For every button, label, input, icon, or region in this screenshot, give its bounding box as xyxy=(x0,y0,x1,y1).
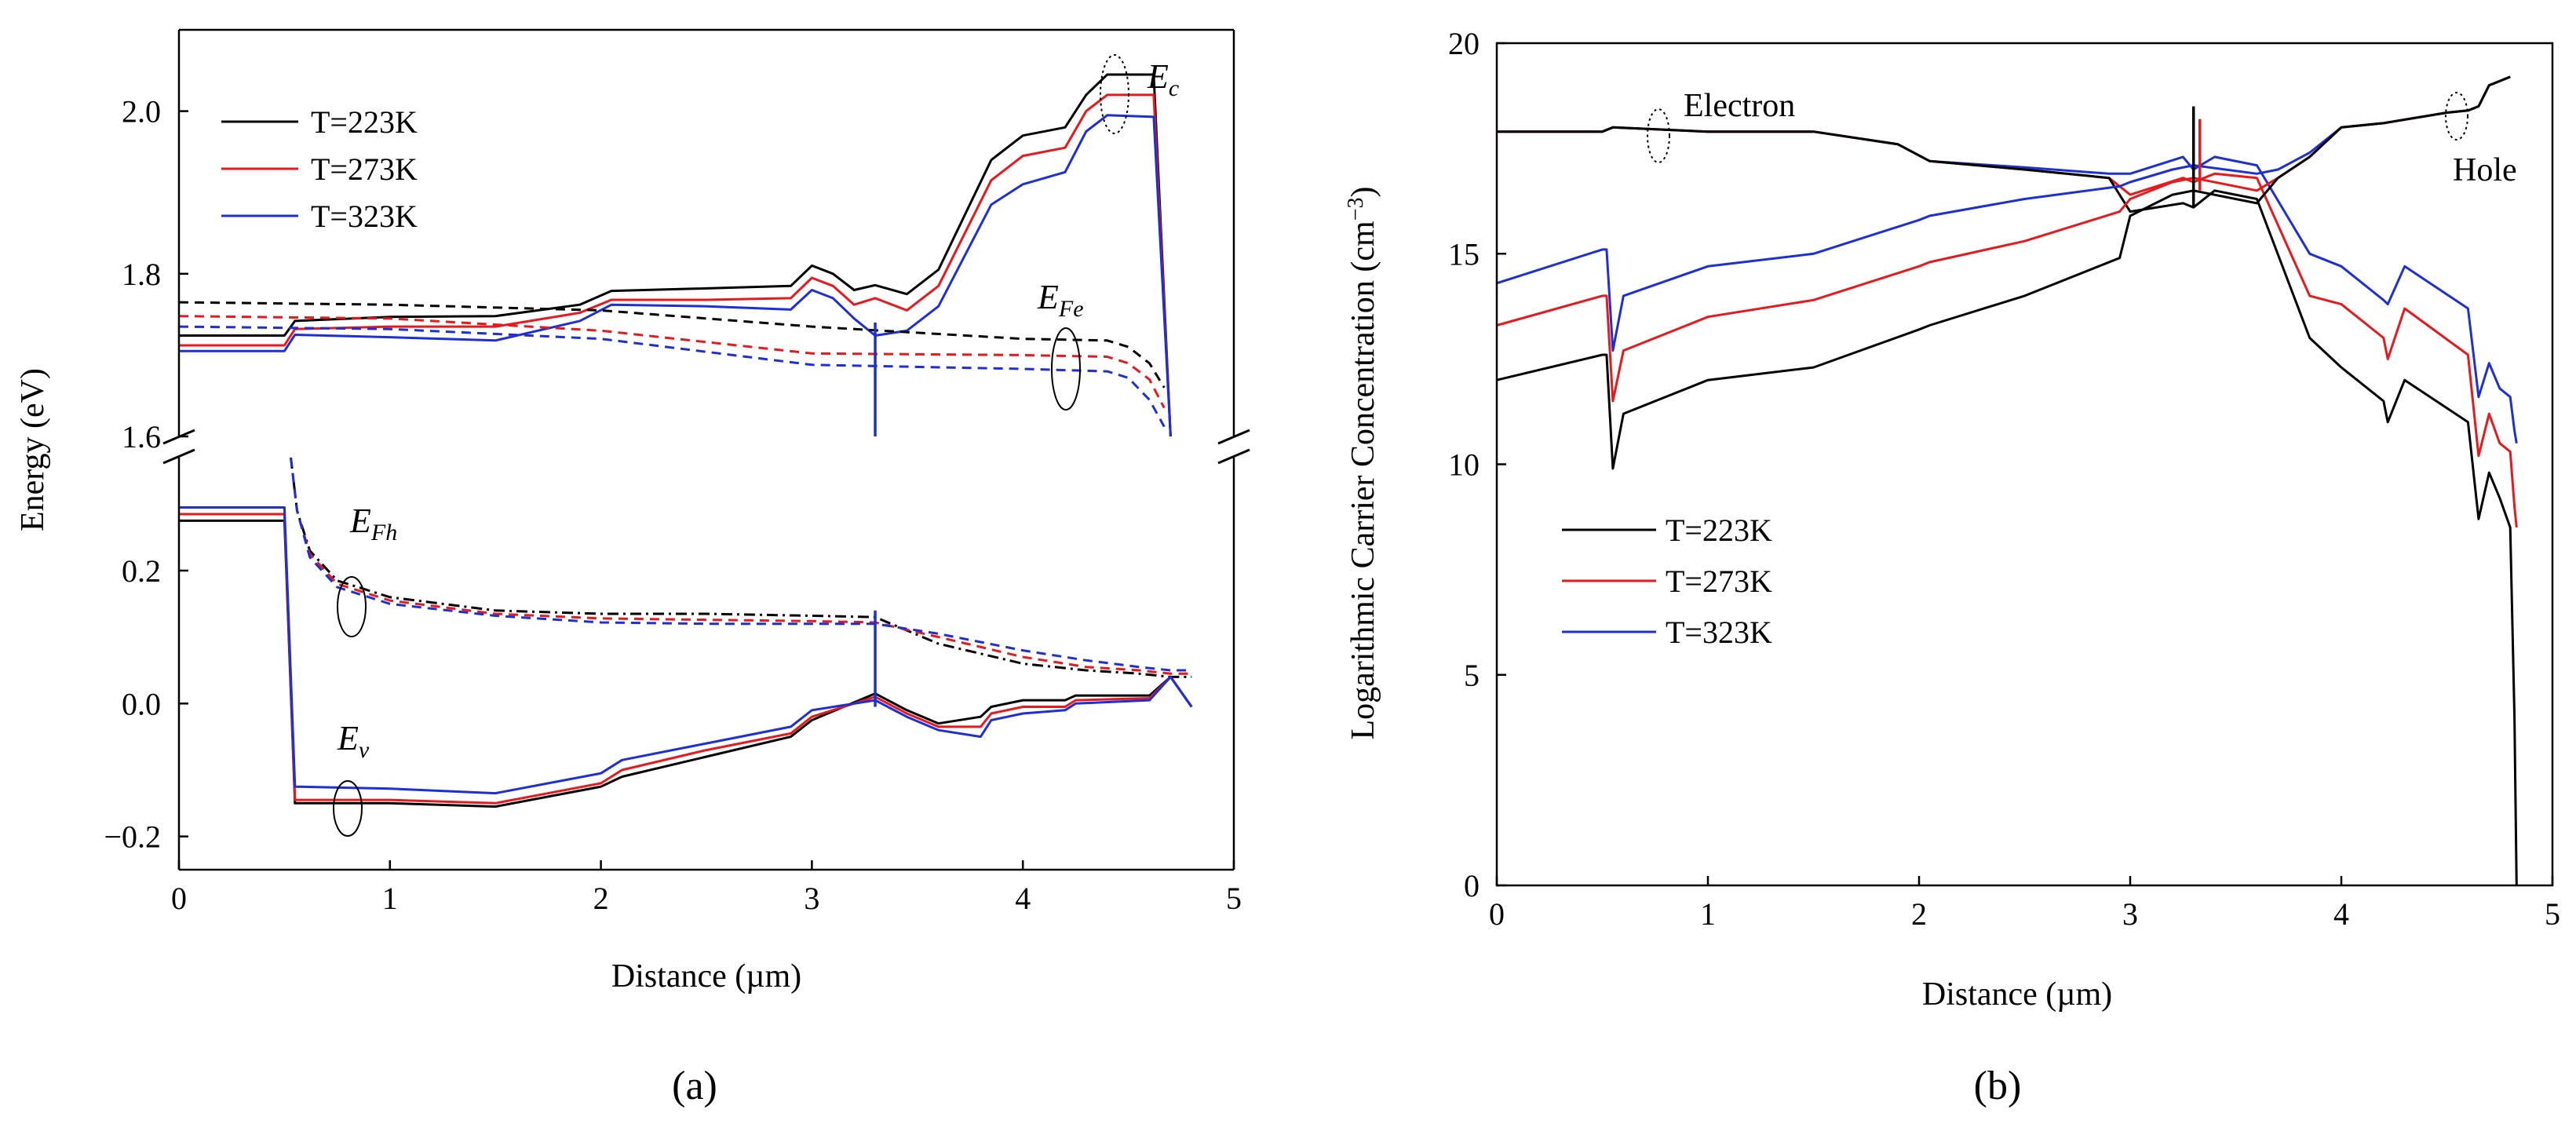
a-ec-label: Ec xyxy=(1147,57,1179,101)
a-series-ec-t-323k xyxy=(179,114,1172,437)
b-series-electron-t-273k xyxy=(1497,126,2518,528)
a-series-ec-t-273k xyxy=(179,93,1172,437)
a-caption: (a) xyxy=(672,1064,717,1108)
a-series-efh-t-223k xyxy=(290,457,1192,678)
a-y-tick-label: 0.2 xyxy=(122,553,161,589)
a-y-tick-label: −0.2 xyxy=(104,819,161,855)
b-caption: (b) xyxy=(1974,1064,2022,1108)
b-legend-label-223: T=223K xyxy=(1666,513,1772,548)
a-series-ec-t-223k xyxy=(179,73,1172,437)
b-y-axis-label: Logarithmic Carrier Concentration (cm−3) xyxy=(1344,186,1381,739)
b-y-tick-label: 5 xyxy=(1464,658,1480,693)
a-series-efe-t-323k xyxy=(178,325,1166,428)
a-y-axis-label: Energy (eV) xyxy=(15,368,51,531)
a-y-tick-label: 1.8 xyxy=(122,257,161,292)
a-ev-ellipse xyxy=(333,780,363,837)
b-y-tick-label: 20 xyxy=(1448,26,1480,61)
a-axis-break-right xyxy=(1217,429,1250,465)
b-x-axis-label: Distance (µm) xyxy=(1922,976,2112,1013)
a-x-tick-label: 0 xyxy=(171,881,187,916)
b-x-tick-label: 3 xyxy=(2122,896,2138,932)
a-y-tick-label: 1.6 xyxy=(122,419,161,454)
panel-a: 0 1 2 3 4 51.61.82.0−0.20.00.2 Distance (µm) … xyxy=(15,28,1250,1108)
a-efe-ellipse xyxy=(1051,327,1081,411)
a-series-efh-t-273k xyxy=(290,457,1192,675)
a-x-tick-label: 3 xyxy=(804,881,819,916)
a-y-tick-label: 0.0 xyxy=(122,686,161,721)
b-legend-label-323: T=323K xyxy=(1666,615,1772,650)
b-y-tick-label: 15 xyxy=(1448,236,1480,272)
a-x-tick-label: 5 xyxy=(1226,881,1242,916)
b-x-tick-label: 5 xyxy=(2545,896,2560,932)
a-legend: T=223K T=273K T=323K xyxy=(221,104,418,234)
b-electron-ellipse xyxy=(1647,108,1670,163)
b-series-hole-t-223k xyxy=(1496,75,2511,470)
a-y-tick-label: 2.0 xyxy=(122,94,161,130)
b-x-tick-label: 4 xyxy=(2333,896,2349,932)
b-hole-ellipse xyxy=(2445,92,2468,141)
b-legend-label-273: T=273K xyxy=(1666,564,1772,599)
a-efh-label: EFh xyxy=(349,502,397,546)
b-series-hole-t-323k xyxy=(1496,75,2511,352)
a-legend-label-223: T=223K xyxy=(311,104,418,140)
a-efh-ellipse xyxy=(337,576,367,637)
a-series-ev-t-323k xyxy=(179,506,1193,795)
b-x-tick-label: 2 xyxy=(1911,896,1927,932)
a-x-tick-label: 1 xyxy=(382,881,398,916)
a-efe-label: EFe xyxy=(1037,278,1084,322)
b-x-tick-label: 0 xyxy=(1489,896,1505,932)
a-series-efe-t-223k xyxy=(178,301,1166,389)
a-legend-label-323: T=323K xyxy=(311,199,418,234)
b-series-electron-t-223k xyxy=(1497,126,2518,886)
a-ev-label: Ev xyxy=(337,719,370,763)
b-series-electron-t-323k xyxy=(1497,126,2518,443)
a-series-ev-t-223k xyxy=(179,519,1193,808)
a-series-efe-t-273k xyxy=(178,315,1166,409)
a-x-tick-label: 4 xyxy=(1015,881,1031,916)
a-legend-label-273: T=273K xyxy=(311,151,418,187)
a-ec-ellipse xyxy=(1100,54,1129,134)
b-electron-label: Electron xyxy=(1684,88,1795,124)
a-series-efh-t-323k xyxy=(290,457,1192,672)
b-x-tick-label: 1 xyxy=(1700,896,1716,932)
b-y-tick-label: 0 xyxy=(1464,868,1480,903)
panel-b: 0 1 2 3 4 5 0 5 10 15 20 Distance (µm) Logarithmic… xyxy=(1344,26,2560,1108)
b-legend: T=223K T=273K T=323K xyxy=(1562,513,1772,650)
b-hole-label: Hole xyxy=(2453,152,2517,188)
a-x-tick-label: 2 xyxy=(593,881,609,916)
a-x-axis-label: Distance (µm) xyxy=(611,958,801,994)
b-y-tick-label: 10 xyxy=(1448,447,1480,483)
